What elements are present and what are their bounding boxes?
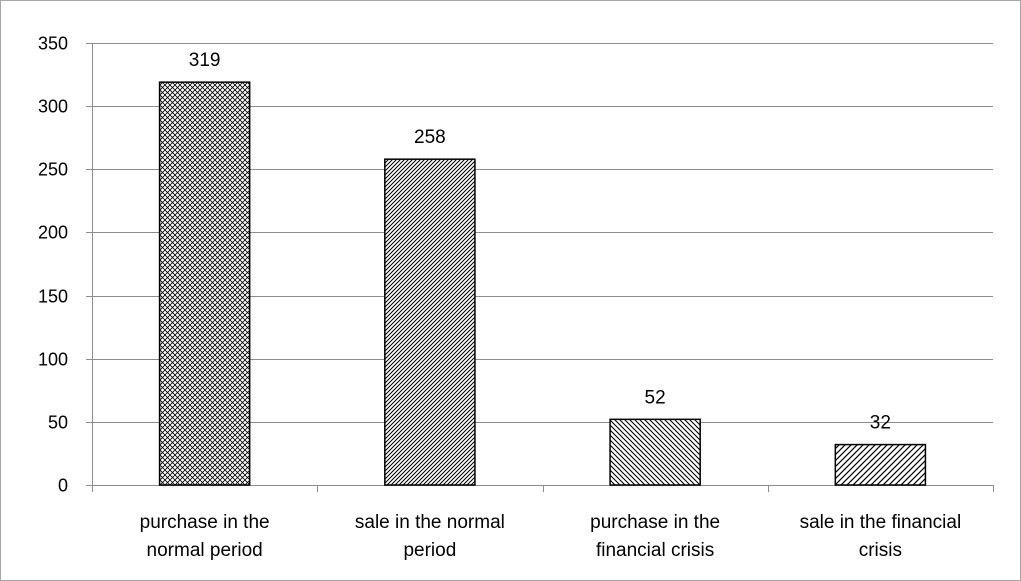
data-label: 32 — [870, 413, 891, 434]
data-label: 319 — [189, 50, 221, 71]
y-tick-label: 250 — [38, 160, 68, 180]
category-label: purchase in the — [590, 512, 720, 533]
y-tick-label: 350 — [38, 34, 68, 54]
category-label: purchase in the — [140, 512, 270, 533]
bar — [158, 81, 251, 486]
labels: 0 50 100 150 200 250 300 350 319 purchase in the n… — [38, 34, 961, 562]
y-tick-label: 300 — [38, 97, 68, 117]
bars — [158, 81, 927, 486]
category-label: crisis — [859, 540, 902, 561]
category-label: period — [403, 540, 456, 561]
data-label: 258 — [414, 127, 446, 148]
bar — [609, 418, 701, 486]
y-tick-label: 100 — [38, 350, 68, 370]
y-tick-label: 0 — [58, 476, 68, 496]
bar — [384, 158, 476, 486]
category-label: sale in the normal — [355, 512, 505, 533]
bar — [834, 443, 927, 486]
y-tick-label: 150 — [38, 287, 68, 307]
y-tick-label: 50 — [48, 413, 68, 433]
category-label: sale in the financial — [800, 512, 962, 533]
category-label: financial crisis — [596, 540, 714, 561]
y-tick-label: 200 — [38, 223, 68, 243]
category-label: normal period — [147, 540, 263, 561]
data-label: 52 — [645, 387, 666, 408]
